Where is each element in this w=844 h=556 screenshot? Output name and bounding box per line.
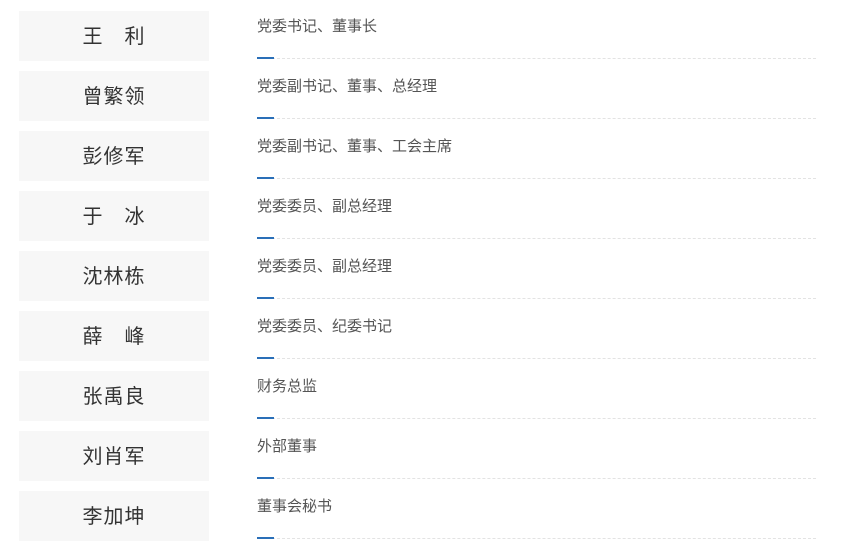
member-title: 外部董事 (257, 437, 318, 455)
accent-mark (257, 117, 274, 119)
member-title: 党委委员、纪委书记 (257, 317, 393, 335)
member-row: 薛 峰 党委委员、纪委书记 (0, 300, 844, 361)
dashed-divider (257, 418, 816, 419)
member-name: 彭修军 (19, 131, 209, 181)
member-row: 王 利 党委书记、董事长 (0, 0, 844, 61)
member-title: 党委委员、副总经理 (257, 197, 393, 215)
member-title: 党委委员、副总经理 (257, 257, 393, 275)
dashed-divider (257, 238, 816, 239)
dashed-divider (257, 178, 816, 179)
accent-mark (257, 237, 274, 239)
dashed-divider (257, 118, 816, 119)
member-name: 李加坤 (19, 491, 209, 541)
member-title: 党委书记、董事长 (257, 17, 378, 35)
dashed-divider (257, 538, 816, 539)
accent-mark (257, 177, 274, 179)
member-name: 薛 峰 (19, 311, 209, 361)
member-row: 张禹良 财务总监 (0, 360, 844, 421)
member-title: 党委副书记、董事、工会主席 (257, 137, 453, 155)
accent-mark (257, 357, 274, 359)
member-row: 曾繁领 党委副书记、董事、总经理 (0, 60, 844, 121)
dashed-divider (257, 298, 816, 299)
member-row: 刘肖军 外部董事 (0, 420, 844, 481)
dashed-divider (257, 478, 816, 479)
accent-mark (257, 57, 274, 59)
member-name: 王 利 (19, 11, 209, 61)
member-row: 李加坤 董事会秘书 (0, 480, 844, 541)
dashed-divider (257, 58, 816, 59)
member-title: 党委副书记、董事、总经理 (257, 77, 438, 95)
member-title: 财务总监 (257, 377, 318, 395)
member-name: 沈林栋 (19, 251, 209, 301)
accent-mark (257, 297, 274, 299)
accent-mark (257, 417, 274, 419)
member-name: 于 冰 (19, 191, 209, 241)
member-name: 曾繁领 (19, 71, 209, 121)
member-title: 董事会秘书 (257, 497, 333, 515)
member-row: 彭修军 党委副书记、董事、工会主席 (0, 120, 844, 181)
accent-mark (257, 477, 274, 479)
dashed-divider (257, 358, 816, 359)
member-row: 于 冰 党委委员、副总经理 (0, 180, 844, 241)
member-name: 张禹良 (19, 371, 209, 421)
accent-mark (257, 537, 274, 539)
member-row: 沈林栋 党委委员、副总经理 (0, 240, 844, 301)
member-name: 刘肖军 (19, 431, 209, 481)
